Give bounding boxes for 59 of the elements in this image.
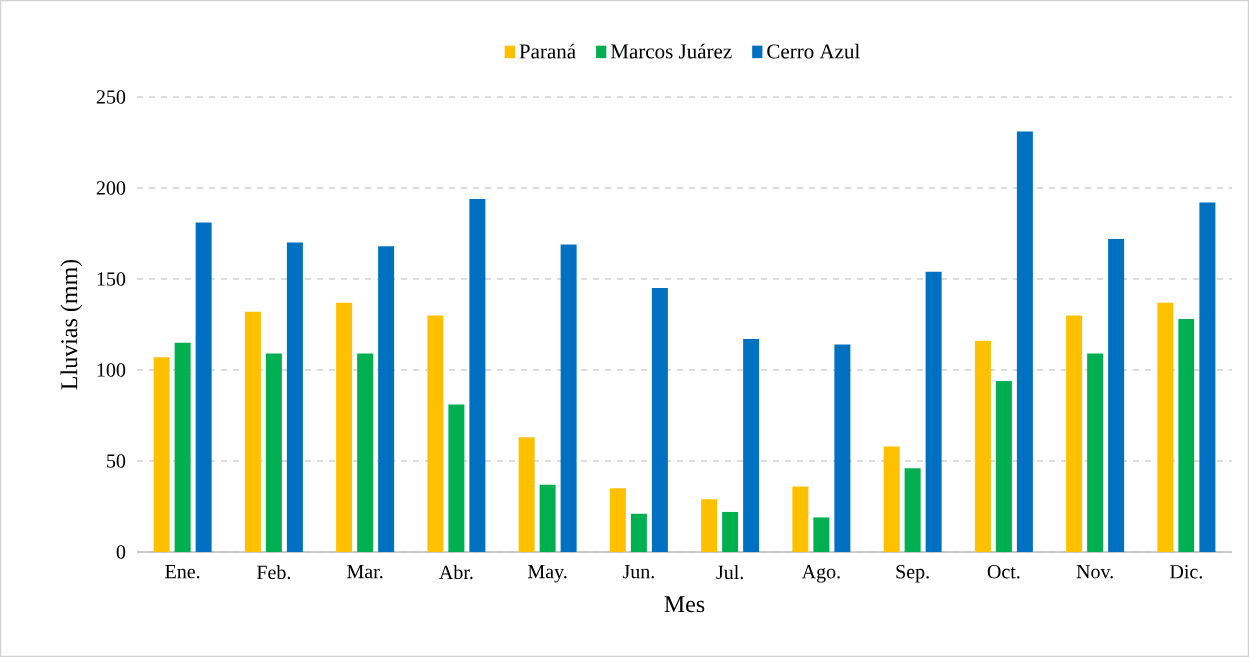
bar [518,437,535,552]
x-tick-label: Feb. [256,565,291,580]
bar [1178,319,1195,552]
bar [539,484,556,552]
bar [995,380,1012,552]
x-axis-title: Mes [664,596,705,613]
bar [1066,315,1083,552]
x-tick-label: Jun. [622,565,654,579]
y-tick-label: 0 [116,545,126,559]
bar [357,353,374,552]
bar [925,271,942,552]
bar [448,404,465,552]
bar [378,246,395,552]
y-tick-label: 50 [107,454,126,468]
legend-label: Cerro Azul [767,43,860,59]
bar [1157,302,1174,552]
bar [153,357,170,552]
bar [286,242,303,552]
legend-label: Paraná [519,43,576,59]
bar [904,468,921,552]
y-tick-label: 100 [97,363,126,377]
bar [609,488,626,552]
bar [813,517,830,552]
x-tick-label: May. [528,565,567,583]
bar [1016,131,1033,552]
bar [722,511,739,552]
y-tick-label: 250 [96,90,126,104]
x-tick-label: Jul. [716,565,743,580]
bar [195,222,212,552]
y-tick-label: 150 [97,272,126,286]
y-tick-label: 200 [96,181,126,195]
x-tick-label: Nov. [1076,565,1113,579]
bar [743,339,760,552]
bar [883,446,900,552]
bar [834,344,851,552]
bar [630,513,647,552]
bar [560,244,577,552]
x-tick-label: Oct. [987,565,1020,579]
y-axis-title: Lluvias (mm) [60,259,83,390]
bar [792,486,809,552]
bar [1108,238,1125,552]
bar [701,499,718,552]
bar [651,288,668,552]
bar [174,342,191,552]
bar [469,198,486,552]
bar [427,315,444,552]
x-tick-label: Ene. [165,565,200,579]
x-tick-label: Mar. [347,565,383,579]
x-tick-label: Dic. [1170,565,1202,579]
bar [974,340,991,552]
bar [336,302,353,552]
x-tick-label: Ago. [801,565,840,583]
bar [265,353,282,552]
bar [244,311,261,552]
legend-label: Marcos Juárez [610,43,732,59]
x-tick-label: Sep. [896,565,929,583]
x-tick-label: Abr. [439,565,473,580]
bar [1087,353,1104,552]
bar [1199,202,1216,552]
